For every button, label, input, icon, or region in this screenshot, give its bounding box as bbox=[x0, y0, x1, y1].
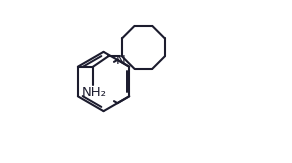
Text: N: N bbox=[115, 54, 125, 67]
Text: NH₂: NH₂ bbox=[81, 86, 106, 99]
